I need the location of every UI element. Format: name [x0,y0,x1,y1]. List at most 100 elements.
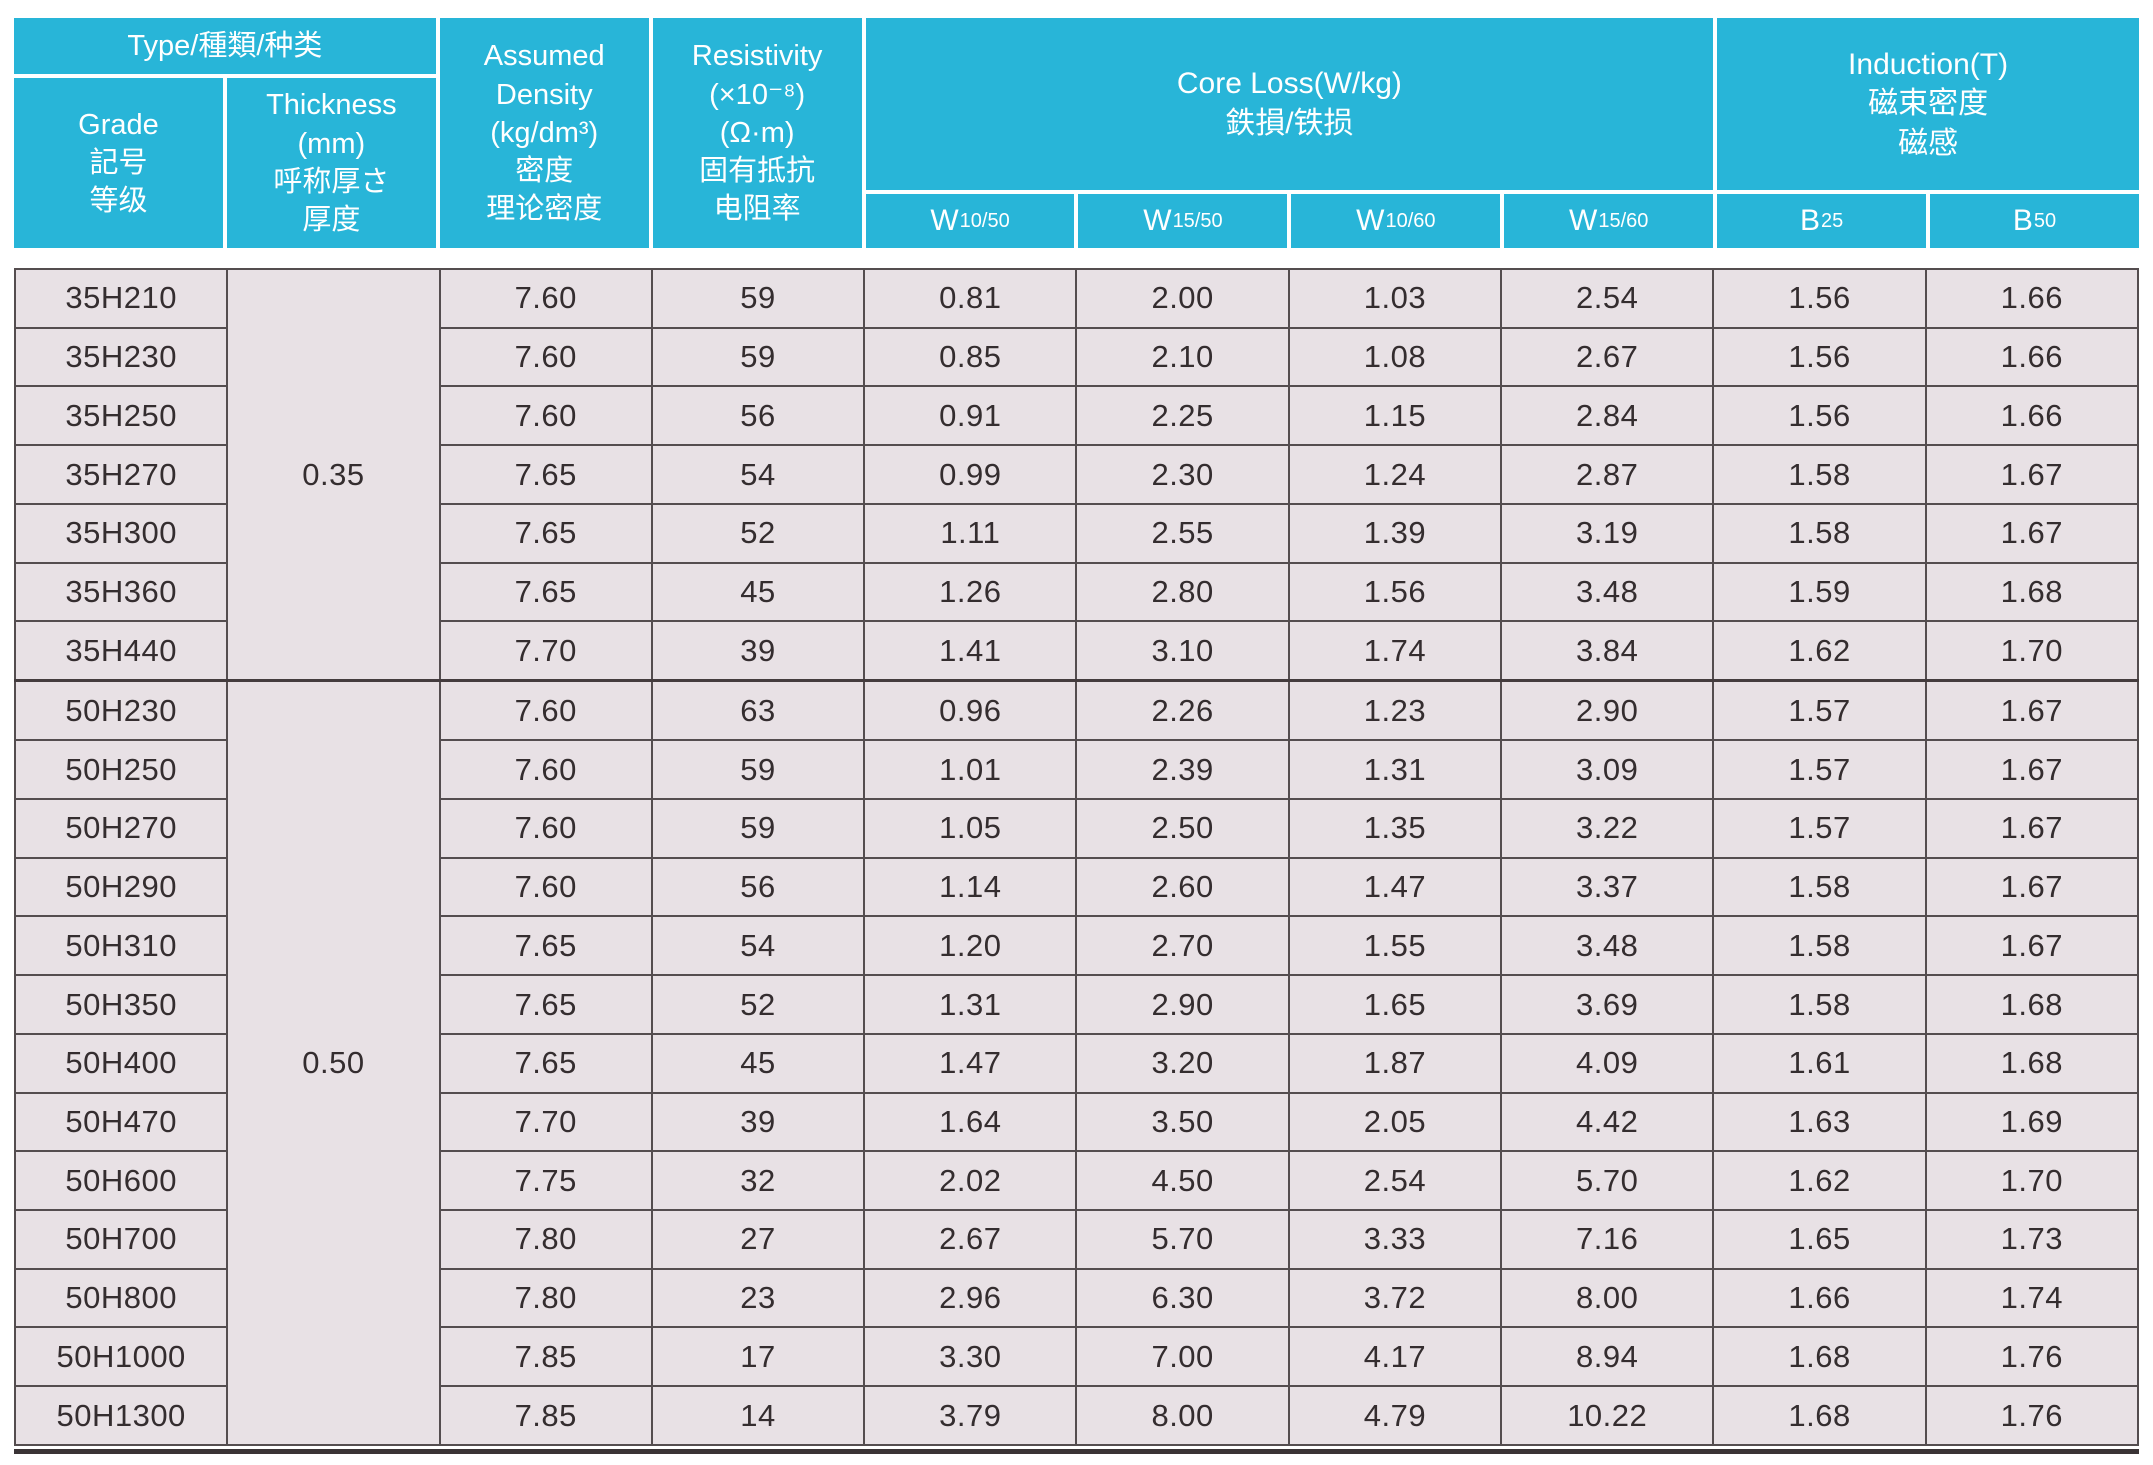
w-base: W [930,204,959,238]
value-cell: 3.69 [1500,974,1715,1035]
value-cell: 1.47 [1287,856,1503,918]
value-cell: 1.67 [1924,679,2140,742]
thickness-cell: 0.50 [226,679,441,1447]
value-cell: 1.58 [1712,444,1927,505]
grade-cell: 50H310 [13,915,229,977]
header-grade: Grade 記号 等级 [14,78,223,248]
value-cell: 7.60 [438,268,653,329]
value-cell: 23 [650,1267,866,1329]
value-cell: 2.55 [1075,502,1290,564]
value-cell: 1.61 [1712,1032,1927,1094]
b-sub: 50 [2033,209,2057,232]
header-b50: B 50 [1930,194,2139,248]
value-cell: 1.74 [1924,1267,2140,1329]
grade-cell: 35H250 [13,385,229,447]
value-cell: 1.56 [1712,326,1927,388]
value-cell: 1.67 [1924,444,2140,505]
value-cell: 7.65 [438,502,653,564]
value-cell: 54 [650,444,866,505]
grade-cell: 35H230 [13,326,229,388]
value-cell: 0.85 [863,326,1078,388]
table-row: 50H400 7.65 45 1.47 3.20 1.87 4.09 1.61 1.68 [13,1032,2140,1094]
value-cell: 3.72 [1287,1267,1503,1329]
grade-cell: 50H270 [13,798,229,859]
value-cell: 4.79 [1287,1385,1503,1446]
value-cell: 7.65 [438,561,653,623]
value-cell: 4.09 [1500,1032,1715,1094]
table-row: 50H290 7.60 56 1.14 2.60 1.47 3.37 1.58 1.67 [13,856,2140,918]
value-cell: 2.54 [1287,1150,1503,1212]
grade-cell: 50H400 [13,1032,229,1094]
value-cell: 2.25 [1075,385,1290,447]
header-w15-50: W 15/50 [1078,194,1288,248]
spec-table: 35H210 0.35 7.60 59 0.81 2.00 1.03 2.54 1.56 1.66… [13,268,2140,1447]
grade-cell: 50H250 [13,739,229,800]
value-cell: 1.87 [1287,1032,1503,1094]
value-cell: 10.22 [1500,1385,1715,1446]
table-row: 50H350 7.65 52 1.31 2.90 1.65 3.69 1.58 1.68 [13,974,2140,1035]
value-cell: 7.00 [1075,1326,1290,1388]
value-cell: 3.48 [1500,915,1715,977]
bottom-rule [14,1449,2139,1454]
value-cell: 2.00 [1075,268,1290,329]
value-cell: 2.96 [863,1267,1078,1329]
value-cell: 1.68 [1924,561,2140,623]
value-cell: 1.20 [863,915,1078,977]
table-row: 50H700 7.80 27 2.67 5.70 3.33 7.16 1.65 1.73 [13,1209,2140,1270]
value-cell: 2.54 [1500,268,1715,329]
value-cell: 59 [650,326,866,388]
value-cell: 1.58 [1712,502,1927,564]
value-cell: 1.63 [1712,1091,1927,1153]
value-cell: 45 [650,1032,866,1094]
value-cell: 32 [650,1150,866,1212]
value-cell: 1.76 [1924,1326,2140,1388]
value-cell: 1.68 [1924,974,2140,1035]
grade-cell: 50H470 [13,1091,229,1153]
table-body: 35H210 0.35 7.60 59 0.81 2.00 1.03 2.54 1.56 1.66… [13,268,2140,1447]
value-cell: 1.01 [863,739,1078,800]
value-cell: 7.65 [438,1032,653,1094]
header-w15-60: W 15/60 [1504,194,1714,248]
value-cell: 54 [650,915,866,977]
value-cell: 1.73 [1924,1209,2140,1270]
value-cell: 1.65 [1287,974,1503,1035]
value-cell: 2.70 [1075,915,1290,977]
w-sub: 10/50 [959,209,1010,232]
b-sub: 25 [1821,209,1844,232]
w-sub: 15/60 [1598,209,1649,232]
grade-cell: 35H360 [13,561,229,623]
value-cell: 1.26 [863,561,1078,623]
value-cell: 1.62 [1712,1150,1927,1212]
value-cell: 1.67 [1924,739,2140,800]
value-cell: 8.00 [1075,1385,1290,1446]
thickness-cell: 0.35 [226,268,441,682]
table-row: 35H210 0.35 7.60 59 0.81 2.00 1.03 2.54 1.56 1.66 [13,268,2140,682]
value-cell: 1.66 [1712,1267,1927,1329]
table-row: 35H270 7.65 54 0.99 2.30 1.24 2.87 1.58 1.67 [13,444,2140,505]
value-cell: 1.14 [863,856,1078,918]
value-cell: 56 [650,385,866,447]
value-cell: 0.81 [863,268,1078,329]
value-cell: 7.85 [438,1326,653,1388]
grade-cell: 35H210 [13,268,229,329]
table-row: 50H600 7.75 32 2.02 4.50 2.54 5.70 1.62 1.70 [13,1150,2140,1212]
value-cell: 4.42 [1500,1091,1715,1153]
value-cell: 7.70 [438,620,653,682]
grade-cell: 50H350 [13,974,229,1035]
value-cell: 5.70 [1500,1150,1715,1212]
w-base: W [1143,204,1172,238]
value-cell: 7.65 [438,444,653,505]
table-row: 35H250 7.60 56 0.91 2.25 1.15 2.84 1.56 1.66 [13,385,2140,447]
table-row: 50H1000 7.85 17 3.30 7.00 4.17 8.94 1.68 1.76 [13,1326,2140,1388]
value-cell: 7.85 [438,1385,653,1446]
value-cell: 1.62 [1712,620,1927,682]
value-cell: 7.65 [438,915,653,977]
value-cell: 1.47 [863,1032,1078,1094]
header-w10-60: W 10/60 [1291,194,1501,248]
value-cell: 3.48 [1500,561,1715,623]
value-cell: 7.60 [438,326,653,388]
value-cell: 3.33 [1287,1209,1503,1270]
value-cell: 1.56 [1712,385,1927,447]
value-cell: 2.67 [863,1209,1078,1270]
value-cell: 1.59 [1712,561,1927,623]
